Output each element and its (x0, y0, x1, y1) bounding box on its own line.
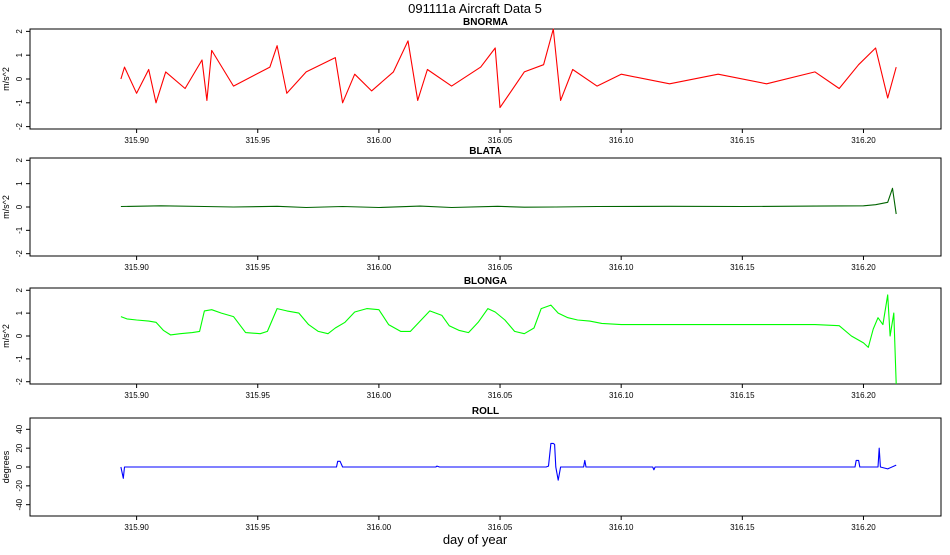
plot-frame (29, 28, 942, 130)
y-axis-label: m/s^2 (1, 67, 11, 91)
x-tick-label: 315.90 (124, 523, 149, 532)
x-tick-label: 316.00 (367, 523, 392, 532)
series-line-blata (120, 187, 897, 215)
plot-frame (29, 287, 942, 385)
series-line-bnorma (120, 28, 897, 109)
x-tick-label: 316.15 (730, 263, 755, 272)
y-tick-label: 40 (15, 424, 24, 433)
y-tick-label: -40 (15, 498, 24, 510)
y-axis-label: degrees (1, 450, 11, 483)
panel-blonga: BLONGA m/s^2 -2 -1 0 1 2 315.90 315.95 316.00 316.… (1, 276, 942, 400)
x-tick-label: 316.20 (851, 391, 876, 400)
y-tick-label: 0 (15, 204, 24, 209)
x-tick-label: 315.90 (124, 391, 149, 400)
x-tick-label: 315.95 (246, 523, 271, 532)
y-tick-label: -20 (15, 480, 24, 492)
series-line-roll (120, 442, 897, 481)
y-tick-label: 1 (15, 310, 24, 315)
y-tick-label: -1 (15, 355, 24, 363)
x-tick-label: 316.15 (730, 391, 755, 400)
y-tick-label: -2 (15, 123, 24, 131)
panel-blata: BLATA m/s^2 -2 -1 0 1 2 315.90 315.95 316.00 316.0… (1, 146, 942, 272)
x-tick-label: 316.20 (851, 136, 876, 145)
x-tick-label: 316.15 (730, 136, 755, 145)
x-tick-label: 315.95 (246, 391, 271, 400)
panel-title: BLONGA (464, 276, 507, 287)
y-tick-label: 2 (15, 158, 24, 163)
y-tick-label: 0 (15, 333, 24, 338)
y-tick-label: -1 (15, 99, 24, 107)
x-tick-label: 316.20 (851, 263, 876, 272)
y-tick-label: -2 (15, 378, 24, 386)
series-line-blonga (120, 294, 897, 385)
x-tick-label: 316.10 (609, 136, 634, 145)
x-tick-label: 316.10 (609, 391, 634, 400)
panel-title: BNORMA (463, 17, 508, 28)
y-tick-label: 1 (15, 52, 24, 57)
y-tick-label: 0 (15, 76, 24, 81)
x-tick-label: 316.00 (367, 136, 392, 145)
panel-title: ROLL (472, 406, 499, 417)
x-tick-label: 316.15 (730, 523, 755, 532)
x-tick-label: 316.10 (609, 263, 634, 272)
x-tick-label: 316.00 (367, 263, 392, 272)
x-tick-label: 315.90 (124, 136, 149, 145)
x-tick-label: 316.00 (367, 391, 392, 400)
y-tick-label: 2 (15, 29, 24, 34)
panel-title: BLATA (469, 146, 501, 157)
x-axis-label: day of year (443, 532, 508, 547)
y-axis-label: m/s^2 (1, 195, 11, 219)
x-tick-label: 316.05 (488, 263, 513, 272)
x-tick-label: 315.95 (246, 136, 271, 145)
panel-bnorma: BNORMA m/s^2 -2 -1 0 1 2 315.90 315.95 316.00 316.… (1, 17, 942, 145)
y-tick-label: 1 (15, 181, 24, 186)
y-tick-label: 2 (15, 288, 24, 293)
y-tick-label: -2 (15, 250, 24, 258)
x-tick-label: 315.95 (246, 263, 271, 272)
figure-title: 091111a Aircraft Data 5 (408, 1, 542, 16)
y-tick-label: -1 (15, 226, 24, 234)
x-tick-label: 316.05 (488, 523, 513, 532)
y-axis-label: m/s^2 (1, 324, 11, 348)
x-tick-label: 316.20 (851, 523, 876, 532)
panel-roll: ROLL degrees -40 -20 0 20 40 315.90 315.95 316.00… (1, 406, 942, 532)
x-tick-label: 316.10 (609, 523, 634, 532)
y-tick-label: 20 (15, 443, 24, 452)
x-tick-label: 316.05 (488, 136, 513, 145)
x-tick-label: 315.90 (124, 263, 149, 272)
y-tick-label: 0 (15, 464, 24, 469)
x-tick-label: 316.05 (488, 391, 513, 400)
